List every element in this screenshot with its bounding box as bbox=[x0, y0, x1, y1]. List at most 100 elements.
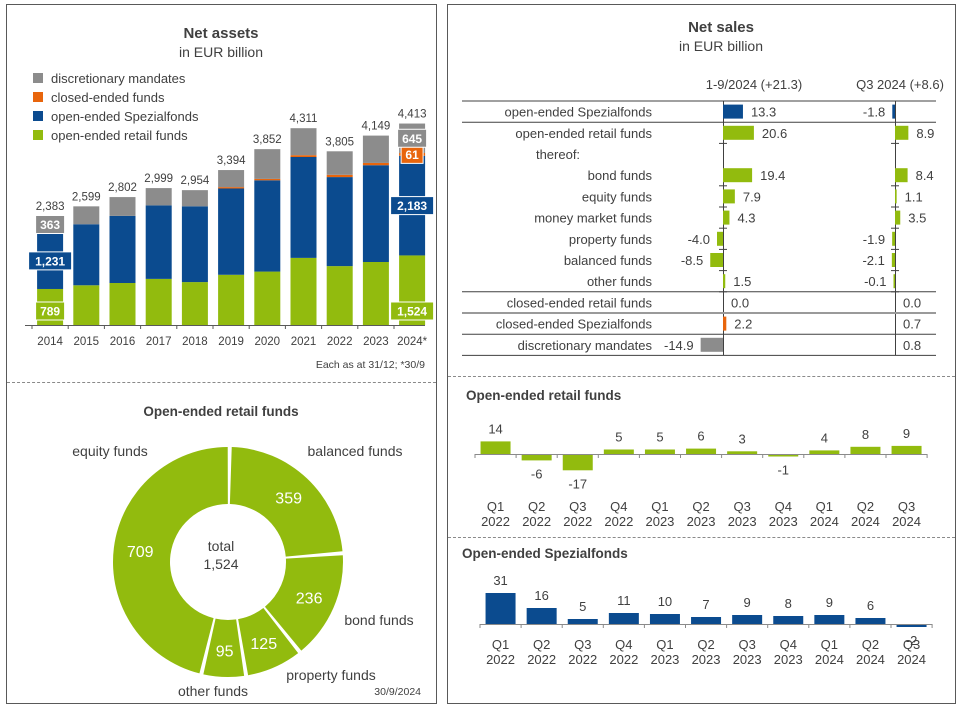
column-header-ytd: 1-9/2024 (+21.3) bbox=[706, 77, 802, 92]
quarter-bar bbox=[814, 615, 845, 624]
quarter-value: 6 bbox=[697, 429, 704, 444]
legend-swatch-closed-ended-funds bbox=[33, 92, 43, 102]
x-tick-label: 2020 bbox=[255, 336, 281, 348]
legend-swatch-open-ended-spezialfonds bbox=[33, 111, 43, 121]
quarter-label: Q2 bbox=[857, 499, 874, 514]
bar-segment-discretionary-mandates bbox=[145, 188, 172, 206]
row-label: discretionary mandates bbox=[518, 338, 653, 353]
quarter-bar bbox=[603, 449, 634, 454]
quarter-year-label: 2023 bbox=[774, 652, 803, 667]
bar-total-label: 3,394 bbox=[217, 155, 246, 167]
value-label-box bbox=[28, 251, 73, 271]
net-assets-subtitle: in EUR billion bbox=[179, 44, 263, 60]
quarter-bar bbox=[526, 608, 557, 624]
bar-segment-discretionary-mandates bbox=[181, 190, 208, 207]
quarter-label: Q3 bbox=[738, 637, 755, 652]
x-tick-label: 2023 bbox=[363, 336, 389, 348]
spezial-quarterly-chart: Open-ended Spezialfonds 31Q1202216Q22022… bbox=[462, 546, 933, 667]
net-sales-rows: open-ended Spezialfonds 13.3 -1.8 open-ende… bbox=[462, 100, 936, 356]
net-sales-value: -2.1 bbox=[862, 253, 884, 268]
net-sales-value: 4.3 bbox=[737, 211, 755, 226]
quarter-bar bbox=[809, 450, 840, 454]
bar-segment-closed-ended-funds bbox=[218, 187, 245, 189]
quarter-value: 8 bbox=[785, 596, 792, 611]
quarter-value: 11 bbox=[617, 593, 631, 608]
value-label: 1,231 bbox=[35, 254, 65, 268]
quarter-bar bbox=[768, 455, 799, 457]
donut-date: 30/9/2024 bbox=[374, 686, 421, 698]
donut-slice-value: 359 bbox=[275, 491, 302, 508]
bar-segment-open-ended-spezialfonds bbox=[290, 157, 317, 258]
quarter-year-label: 2023 bbox=[733, 652, 762, 667]
net-sales-value: 3.5 bbox=[908, 211, 926, 226]
quarter-value: 9 bbox=[744, 595, 751, 610]
bar-segment-open-ended-spezialfonds bbox=[145, 205, 172, 279]
net-sales-value: 0.0 bbox=[903, 295, 921, 310]
quarter-value: 7 bbox=[702, 597, 709, 612]
quarter-bar bbox=[686, 448, 717, 454]
quarter-bar bbox=[732, 615, 763, 624]
quarter-label: Q3 bbox=[903, 637, 920, 652]
value-label-box bbox=[35, 214, 66, 234]
quarter-label: Q3 bbox=[574, 637, 591, 652]
bar-segment-open-ended-spezialfonds bbox=[254, 180, 281, 272]
donut-slice-label: property funds bbox=[286, 667, 376, 683]
quarter-value: 3 bbox=[739, 431, 746, 446]
quarter-label: Q2 bbox=[862, 637, 879, 652]
x-tick-label: 2021 bbox=[291, 336, 317, 348]
donut-slice-label: equity funds bbox=[72, 443, 148, 459]
bar-total-label: 4,413 bbox=[398, 109, 427, 121]
quarter-label: Q1 bbox=[651, 499, 668, 514]
quarter-value: 16 bbox=[534, 588, 548, 603]
quarter-year-label: 2023 bbox=[650, 652, 679, 667]
retail-quarterly-title: Open-ended retail funds bbox=[466, 388, 621, 403]
x-tick-label: 2015 bbox=[74, 336, 100, 348]
row-label: open-ended Spezialfonds bbox=[505, 105, 653, 120]
quarter-bar bbox=[644, 449, 675, 454]
x-tick-label: 2014 bbox=[37, 336, 63, 348]
quarter-bar bbox=[485, 593, 516, 624]
net-sales-subtitle: in EUR billion bbox=[679, 38, 763, 54]
quarter-bar bbox=[691, 617, 722, 624]
quarter-bar bbox=[480, 441, 511, 454]
value-label-box bbox=[390, 196, 435, 216]
bar-segment-discretionary-mandates bbox=[362, 135, 389, 163]
quarter-year-label: 2023 bbox=[687, 514, 716, 529]
quarter-bar bbox=[608, 613, 639, 624]
donut-slices: 359 balanced funds 236 bond funds 125 propert… bbox=[72, 443, 413, 699]
column-header-q3: Q3 2024 (+8.6) bbox=[856, 77, 944, 92]
left-panel: Net assets in EUR billion discretionary … bbox=[6, 4, 437, 704]
net-sales-bar bbox=[895, 189, 897, 204]
value-label: 789 bbox=[40, 305, 60, 319]
quarter-value: 10 bbox=[658, 594, 672, 609]
donut-slice-value: 709 bbox=[127, 544, 154, 561]
net-sales-bar bbox=[723, 125, 754, 140]
net-sales-bar bbox=[895, 168, 908, 183]
net-assets-title: Net assets bbox=[183, 25, 258, 42]
net-sales-value: -0.1 bbox=[864, 274, 886, 289]
quarter-label: Q3 bbox=[569, 499, 586, 514]
x-tick-label: 2016 bbox=[110, 336, 136, 348]
bar-segment-discretionary-mandates bbox=[218, 170, 245, 188]
value-label: 363 bbox=[40, 218, 60, 232]
quarter-year-label: 2024 bbox=[856, 652, 885, 667]
row-label: other funds bbox=[587, 274, 653, 289]
quarter-year-label: 2022 bbox=[486, 652, 515, 667]
bar-segment-open-ended-retail-funds bbox=[218, 274, 245, 325]
net-sales-value: -1.9 bbox=[863, 232, 885, 247]
value-label: 1,524 bbox=[397, 305, 427, 319]
net-sales-value: 2.2 bbox=[734, 317, 752, 332]
spezial-quarterly-title: Open-ended Spezialfonds bbox=[462, 546, 628, 561]
quarter-bar bbox=[562, 455, 593, 471]
bar-segment-open-ended-spezialfonds bbox=[218, 188, 245, 275]
row-label: balanced funds bbox=[564, 253, 653, 268]
quarter-bar bbox=[567, 619, 598, 624]
net-sales-value: 0.7 bbox=[903, 317, 921, 332]
quarter-value: -17 bbox=[568, 476, 587, 491]
quarter-year-label: 2023 bbox=[692, 652, 721, 667]
row-label: equity funds bbox=[582, 189, 653, 204]
net-sales-value: -8.5 bbox=[681, 253, 703, 268]
bar-segment-open-ended-spezialfonds bbox=[181, 206, 208, 283]
quarter-year-label: 2024 bbox=[897, 652, 926, 667]
bar-total-label: 2,599 bbox=[72, 191, 101, 203]
